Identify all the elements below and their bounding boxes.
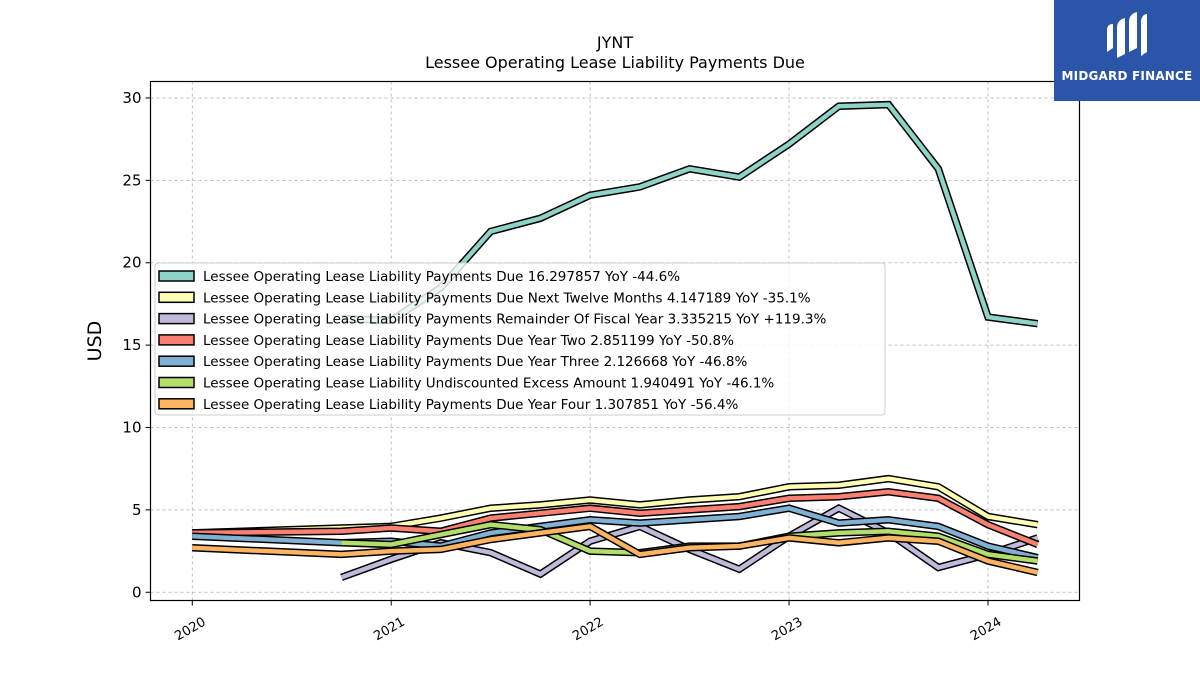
logo-text: MIDGARD FINANCE <box>1061 69 1193 83</box>
legend-entry: Lessee Operating Lease Liability Undisco… <box>158 376 774 392</box>
x-tick-label: 2022 <box>570 615 606 645</box>
y-tick-label: 15 <box>122 336 141 354</box>
series-line <box>192 474 1039 537</box>
legend-entry: Lessee Operating Lease Liability Payment… <box>158 290 811 306</box>
legend-swatch <box>158 270 195 282</box>
legend-swatch <box>158 291 195 304</box>
legend-label: Lessee Operating Lease Liability Payment… <box>203 269 680 285</box>
x-tick-label: 2024 <box>968 615 1004 645</box>
x-tick-label: 2023 <box>769 615 805 645</box>
legend-entry: Lessee Operating Lease Liability Payment… <box>158 269 680 285</box>
y-tick-label: 0 <box>132 583 142 601</box>
chart-subtitle: Lessee Operating Lease Liability Payment… <box>425 53 805 72</box>
legend-entry: Lessee Operating Lease Liability Payment… <box>158 354 747 370</box>
series-line-stroke <box>192 505 1039 560</box>
midgard-finance-logo-icon <box>1107 12 1147 58</box>
series-line-stroke <box>192 476 1039 536</box>
legend-swatch <box>158 334 195 346</box>
x-axis: 2020 2021 2022 2023 2024 <box>172 600 1004 645</box>
y-tick-label: 5 <box>132 501 142 519</box>
y-tick-label: 10 <box>122 419 141 437</box>
legend-label: Lessee Operating Lease Liability Payment… <box>203 397 738 413</box>
legend-entry: Lessee Operating Lease Liability Payment… <box>158 397 738 413</box>
y-tick-label: 20 <box>122 254 141 272</box>
legend-swatch <box>158 398 195 410</box>
legend-entry: Lessee Operating Lease Liability Payment… <box>158 312 826 328</box>
series-line-stroke <box>192 489 1039 547</box>
legend-label: Lessee Operating Lease Liability Payment… <box>203 290 811 306</box>
legend-label: Lessee Operating Lease Liability Undisco… <box>203 376 774 392</box>
legend: Lessee Operating Lease Liability Payment… <box>154 262 886 416</box>
legend-label: Lessee Operating Lease Liability Payment… <box>203 354 747 370</box>
chart-title: JYNT <box>596 33 633 52</box>
legend-label: Lessee Operating Lease Liability Payment… <box>203 312 826 328</box>
legend-entry: Lessee Operating Lease Liability Payment… <box>158 333 734 349</box>
legend-swatch <box>158 312 195 325</box>
legend-label: Lessee Operating Lease Liability Payment… <box>203 333 734 349</box>
x-tick-label: 2020 <box>172 615 208 645</box>
series-line-stroke <box>192 524 1039 575</box>
y-tick-label: 25 <box>122 171 141 189</box>
legend-swatch <box>158 355 195 367</box>
midgard-finance-logo: MIDGARD FINANCE <box>1054 0 1200 101</box>
y-axis: 0 5 10 15 20 25 30 <box>122 89 151 601</box>
series-line <box>192 522 1039 577</box>
y-axis-label: USD <box>84 321 106 362</box>
series-lines <box>192 100 1040 581</box>
legend-swatch <box>158 376 195 389</box>
series-line <box>192 504 1039 562</box>
plot-area-frame <box>149 80 1081 602</box>
x-tick-label: 2021 <box>371 615 407 645</box>
legend-box <box>154 262 886 416</box>
series-line <box>192 488 1040 548</box>
y-tick-label: 30 <box>122 89 141 107</box>
